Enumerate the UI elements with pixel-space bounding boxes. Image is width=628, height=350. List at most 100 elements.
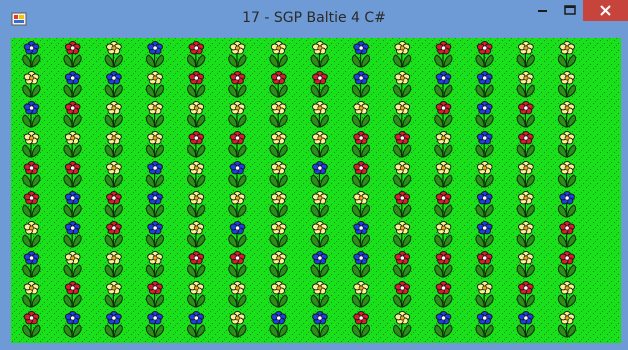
flower-tile-yellow bbox=[310, 40, 329, 68]
maximize-icon bbox=[564, 5, 576, 15]
flower-tile-blue bbox=[104, 310, 123, 338]
flower-tile-yellow bbox=[310, 220, 329, 248]
close-button[interactable] bbox=[583, 0, 628, 21]
flower-tile-blue bbox=[145, 40, 165, 68]
flower-tile-yellow bbox=[22, 220, 41, 248]
flower-tile-red bbox=[516, 100, 535, 128]
flower-tile-red bbox=[310, 70, 329, 98]
flower-tile-yellow bbox=[351, 100, 371, 128]
flower-tile-red bbox=[269, 70, 288, 98]
flower-tile-red bbox=[228, 250, 247, 278]
flower-tile-red bbox=[22, 310, 41, 338]
flower-tile-yellow bbox=[228, 100, 247, 128]
minimize-button[interactable] bbox=[529, 0, 555, 21]
flower-tile-yellow bbox=[63, 250, 82, 278]
flower-tile-blue bbox=[351, 40, 371, 68]
flower-tile-yellow bbox=[228, 310, 247, 338]
flower-tile-yellow bbox=[516, 190, 535, 218]
flower-tile-blue bbox=[310, 250, 329, 278]
flower-tile-blue bbox=[310, 310, 329, 338]
flower-tile-blue bbox=[475, 220, 494, 248]
flower-tile-blue bbox=[351, 220, 371, 248]
flower-tile-red bbox=[187, 250, 206, 278]
flower-tile-yellow bbox=[104, 100, 123, 128]
flower-tile-red bbox=[22, 190, 41, 218]
title-bar[interactable]: 17 - SGP Baltie 4 C# bbox=[0, 0, 628, 38]
close-icon bbox=[600, 5, 611, 16]
flower-tile-blue bbox=[434, 70, 453, 98]
flower-tile-blue bbox=[63, 190, 82, 218]
minimize-icon bbox=[538, 10, 547, 12]
flower-tile-yellow bbox=[310, 100, 329, 128]
maximize-button[interactable] bbox=[557, 0, 583, 21]
flower-tile-blue bbox=[557, 190, 577, 218]
flower-tile-red bbox=[434, 190, 453, 218]
flower-tile-red bbox=[393, 130, 412, 158]
flower-tile-blue bbox=[310, 160, 329, 188]
flower-tile-blue bbox=[269, 310, 288, 338]
flower-tile-yellow bbox=[310, 280, 329, 308]
flower-tile-yellow bbox=[557, 130, 577, 158]
flower-tile-blue bbox=[145, 310, 165, 338]
flower-tile-red bbox=[104, 190, 123, 218]
flower-tile-blue bbox=[145, 220, 165, 248]
flower-tile-yellow bbox=[145, 100, 165, 128]
flower-tile-red bbox=[475, 250, 494, 278]
flower-tile-red bbox=[22, 160, 41, 188]
flower-tile-yellow bbox=[393, 220, 412, 248]
flower-tile-blue bbox=[351, 250, 371, 278]
flower-tile-yellow bbox=[104, 130, 123, 158]
flower-tile-blue bbox=[475, 100, 494, 128]
flower-tile-yellow bbox=[269, 190, 288, 218]
flower-tile-red bbox=[434, 280, 453, 308]
flower-tile-red bbox=[145, 280, 165, 308]
flower-tile-yellow bbox=[557, 160, 577, 188]
flower-tile-yellow bbox=[310, 190, 329, 218]
flower-tile-yellow bbox=[557, 280, 577, 308]
flower-tile-red bbox=[187, 40, 206, 68]
flower-tile-red bbox=[393, 250, 412, 278]
flower-tile-yellow bbox=[145, 70, 165, 98]
flower-tile-yellow bbox=[310, 130, 329, 158]
flower-tile-yellow bbox=[228, 280, 247, 308]
flower-tile-yellow bbox=[228, 40, 247, 68]
flower-tile-yellow bbox=[269, 220, 288, 248]
flower-tile-yellow bbox=[22, 130, 41, 158]
flower-tile-red bbox=[104, 220, 123, 248]
flower-tile-blue bbox=[187, 310, 206, 338]
flower-tile-yellow bbox=[269, 160, 288, 188]
flower-tile-yellow bbox=[557, 310, 577, 338]
flower-tile-yellow bbox=[516, 160, 535, 188]
flower-tile-yellow bbox=[475, 160, 494, 188]
flower-tile-yellow bbox=[187, 160, 206, 188]
flower-tile-yellow bbox=[104, 280, 123, 308]
flower-tile-blue bbox=[475, 70, 494, 98]
flower-tile-red bbox=[475, 40, 494, 68]
flower-tile-yellow bbox=[475, 280, 494, 308]
flower-tile-yellow bbox=[393, 100, 412, 128]
flower-tile-yellow bbox=[351, 280, 371, 308]
flower-tile-blue bbox=[475, 310, 494, 338]
flower-tile-yellow bbox=[22, 280, 41, 308]
flower-tile-red bbox=[434, 40, 453, 68]
flower-tile-red bbox=[63, 100, 82, 128]
flower-tile-blue bbox=[228, 220, 247, 248]
flower-tile-yellow bbox=[434, 130, 453, 158]
app-icon[interactable] bbox=[11, 11, 27, 27]
flower-tile-red bbox=[63, 160, 82, 188]
flower-tile-yellow bbox=[187, 100, 206, 128]
flower-tile-yellow bbox=[516, 250, 535, 278]
flower-tile-yellow bbox=[269, 250, 288, 278]
flower-tile-yellow bbox=[351, 190, 371, 218]
flower-tile-yellow bbox=[393, 40, 412, 68]
flower-tile-yellow bbox=[434, 160, 453, 188]
flower-tile-yellow bbox=[22, 70, 41, 98]
flower-tile-blue bbox=[63, 220, 82, 248]
flower-tile-red bbox=[434, 250, 453, 278]
game-board[interactable] bbox=[11, 38, 621, 343]
flower-tile-red bbox=[351, 130, 371, 158]
flower-tile-red bbox=[187, 130, 206, 158]
flower-tile-red bbox=[228, 70, 247, 98]
window-title: 17 - SGP Baltie 4 C# bbox=[242, 10, 386, 26]
